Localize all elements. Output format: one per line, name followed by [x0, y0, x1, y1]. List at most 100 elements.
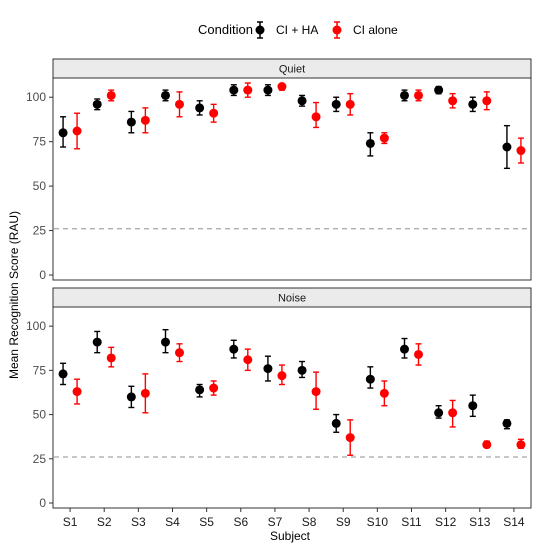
data-point [209, 108, 219, 118]
x-tick-label: S10 [367, 515, 389, 529]
legend-title: Condition [198, 22, 253, 37]
y-tick-label: 50 [33, 179, 47, 193]
data-point [448, 96, 458, 106]
legend-key-ci-ha [255, 21, 265, 39]
y-tick-label: 0 [39, 496, 46, 510]
data-point [58, 128, 68, 138]
data-point [263, 364, 273, 374]
data-point [482, 440, 492, 450]
y-axis-title: Mean Recognition Score (RAU) [7, 211, 21, 379]
legend-label-ci-alone: CI alone [353, 23, 398, 37]
data-point [516, 440, 526, 450]
data-point [414, 90, 423, 100]
y-tick-label: 50 [33, 408, 47, 422]
x-tick-label: S8 [302, 515, 317, 529]
panel-quiet: Quiet 0 25 50 75 100 [26, 58, 532, 282]
data-point [243, 355, 253, 365]
x-tick-label: S12 [435, 515, 457, 529]
data-point [243, 85, 253, 95]
panel-title: Noise [278, 293, 306, 305]
data-point [502, 142, 512, 152]
data-point [92, 337, 102, 347]
data-point [311, 387, 321, 397]
x-tick-label: S14 [503, 515, 525, 529]
y-tick-label: 75 [33, 135, 47, 149]
y-tick-label: 25 [33, 452, 47, 466]
x-axis: S1 S2 S3 S4 S5 S6 S7 S8 S9 S10 S11 S12 S13 S14 [63, 508, 525, 529]
data-point [161, 337, 170, 347]
data-point [161, 90, 170, 100]
data-point [345, 99, 355, 109]
x-tick-label: S2 [97, 515, 112, 529]
data-point [58, 369, 68, 379]
data-point [297, 96, 307, 106]
x-tick-label: S1 [63, 515, 78, 529]
data-point [482, 96, 492, 106]
series-ci-alone [72, 343, 526, 456]
x-tick-label: S7 [268, 515, 283, 529]
data-point [140, 115, 150, 125]
data-point [365, 374, 375, 384]
data-point [229, 85, 239, 95]
data-point [175, 348, 184, 358]
y-tick-label: 0 [39, 268, 46, 282]
data-point [448, 408, 458, 418]
y-tick-label: 100 [26, 319, 46, 333]
data-point [126, 117, 136, 127]
data-point [140, 388, 150, 398]
y-tick-label: 100 [26, 90, 46, 104]
data-point [434, 85, 444, 95]
data-point [379, 133, 389, 143]
data-point [106, 90, 116, 100]
series-ci-ha [58, 84, 512, 170]
legend-key-ci-alone [332, 21, 342, 39]
data-point [468, 99, 478, 109]
data-point [502, 418, 512, 428]
data-point [331, 418, 341, 428]
data-point [92, 99, 102, 109]
data-point [414, 349, 423, 359]
legend-label-ci-ha: CI + HA [276, 23, 318, 37]
data-point [468, 401, 478, 411]
y-tick-label: 25 [33, 224, 47, 238]
x-tick-label: S5 [199, 515, 214, 529]
data-point [365, 138, 375, 148]
data-point [175, 99, 184, 109]
panels: Quiet 0 25 50 75 100 Noise 0 25 50 75 100 S1 S2 S3 S4 S5… [26, 58, 532, 529]
x-tick-label: S13 [469, 515, 491, 529]
series-ci-alone [72, 82, 526, 164]
data-point [229, 344, 239, 354]
x-tick-label: S4 [165, 515, 180, 529]
x-tick-label: S6 [233, 515, 248, 529]
data-point [345, 433, 355, 443]
data-point [277, 371, 287, 381]
panel-frame [52, 306, 532, 509]
panel-title: Quiet [279, 64, 305, 76]
data-point [311, 112, 321, 122]
data-point [106, 353, 116, 363]
data-point [516, 146, 526, 156]
data-point [126, 392, 136, 402]
data-point [379, 388, 389, 398]
panel-frame [52, 77, 532, 281]
data-point [277, 82, 287, 92]
x-tick-label: S3 [131, 515, 146, 529]
data-point [400, 90, 409, 100]
data-point [195, 385, 205, 395]
data-point [195, 103, 205, 113]
series-ci-ha [58, 328, 512, 433]
data-point [209, 383, 219, 393]
panel-noise: Noise 0 25 50 75 100 [26, 287, 532, 510]
data-point [263, 85, 273, 95]
x-tick-label: S11 [401, 515, 422, 529]
y-tick-label: 75 [33, 363, 47, 377]
legend: Condition CI + HA CI alone [198, 21, 398, 39]
data-point [400, 344, 409, 354]
data-point [72, 387, 82, 397]
x-axis-title: Subject [270, 529, 311, 543]
data-point [297, 365, 307, 375]
data-point [72, 126, 82, 136]
x-tick-label: S9 [336, 515, 351, 529]
